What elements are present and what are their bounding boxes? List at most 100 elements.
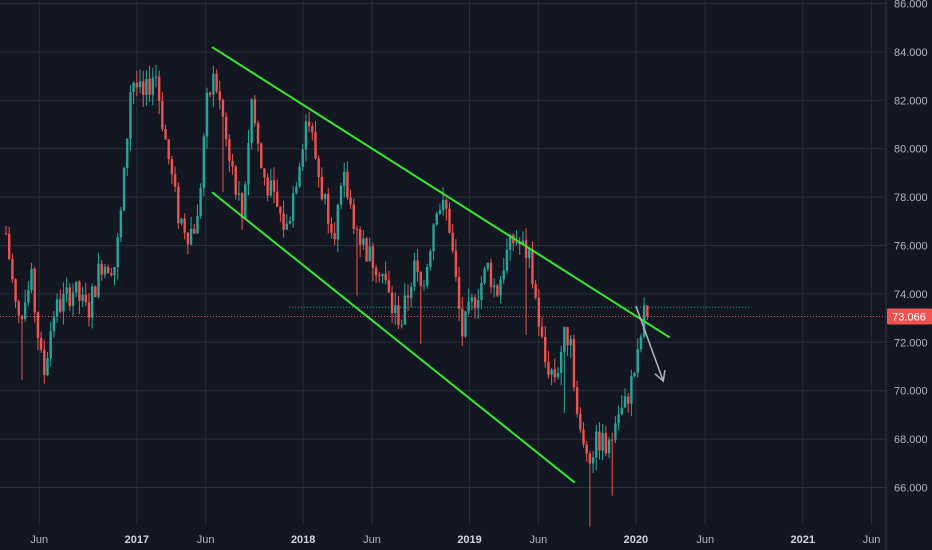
candle-body — [448, 208, 451, 233]
candle-body — [528, 249, 531, 259]
candle-body — [585, 444, 588, 454]
candle-body — [368, 246, 371, 262]
candle-body — [556, 373, 560, 378]
candle-body — [604, 433, 608, 454]
candle-body — [90, 286, 94, 318]
y-tick-label: 70.000 — [894, 386, 928, 398]
candle-body — [247, 143, 250, 185]
candle-body — [39, 337, 43, 350]
y-tick-label: 72.000 — [894, 337, 928, 349]
candle-body — [301, 149, 304, 167]
candle-body — [496, 285, 499, 296]
candle-body — [186, 232, 190, 245]
candle-body — [75, 281, 78, 293]
candle-body — [502, 270, 505, 280]
candle-body — [327, 194, 330, 224]
candle-body — [394, 305, 397, 314]
candle-body — [425, 266, 429, 286]
candle-body — [620, 407, 623, 415]
candle-body — [43, 349, 46, 375]
candle-body — [330, 223, 333, 233]
candle-body — [499, 279, 502, 296]
candle-body — [55, 299, 59, 317]
axes: 86.000 84.000 82.000 80.000 78.000 76.000 74.0… — [30, 0, 928, 550]
candle-body — [173, 174, 177, 187]
channel-line-upper[interactable] — [211, 46, 671, 339]
candle-body — [295, 186, 298, 194]
candle-body — [215, 73, 218, 92]
drawings[interactable] — [211, 46, 671, 484]
candle-body — [387, 280, 391, 293]
candle-body — [508, 234, 512, 250]
candle-body — [20, 315, 24, 320]
candle-body — [470, 297, 474, 302]
candle-body — [553, 369, 556, 378]
candle-body — [601, 433, 604, 451]
channel-line-lower[interactable] — [211, 191, 576, 484]
candle-body — [343, 171, 346, 186]
candle-body — [633, 372, 636, 377]
candle-body — [100, 263, 103, 275]
candle-body — [630, 376, 633, 404]
candle-body — [521, 240, 525, 245]
candle-body — [279, 206, 282, 214]
y-tick-label: 76.000 — [894, 241, 928, 253]
projection-arrow-head[interactable] — [654, 370, 666, 383]
candle-body — [451, 232, 454, 251]
y-tick-label: 74.000 — [894, 289, 928, 301]
candle-body — [639, 336, 643, 350]
candle-body — [311, 126, 314, 133]
candle-body — [591, 457, 595, 464]
candle-body — [196, 215, 199, 234]
projection-arrow[interactable] — [635, 305, 664, 382]
candle-body — [276, 191, 279, 207]
candle-body — [202, 136, 206, 188]
candle-body — [314, 132, 317, 159]
candle-body — [68, 287, 72, 307]
candle-body — [103, 266, 107, 275]
x-tick-label: 2021 — [791, 534, 815, 546]
x-tick-label: Jun — [530, 534, 548, 546]
candle-body — [492, 285, 496, 288]
candle-body — [534, 284, 537, 298]
candle-body — [62, 293, 65, 312]
candle-body — [285, 223, 288, 230]
candle-body — [317, 158, 320, 177]
candle-body — [113, 266, 116, 276]
candle-body — [384, 274, 387, 281]
candle-body — [524, 240, 528, 259]
candle-body — [371, 246, 375, 268]
candle-body — [14, 279, 17, 302]
candle-body — [170, 159, 174, 175]
candle-body — [304, 121, 308, 150]
candle-body — [646, 305, 649, 317]
candle-body — [540, 326, 544, 337]
candle-body — [473, 297, 477, 309]
candle-body — [135, 82, 139, 88]
candle-body — [269, 180, 273, 196]
candle-body — [566, 327, 569, 346]
candle-body — [588, 453, 592, 464]
candle-body — [381, 274, 384, 277]
candle-body — [129, 92, 132, 139]
candle-body — [27, 290, 30, 303]
x-tick-label: Jun — [30, 534, 48, 546]
candle-body — [218, 91, 221, 101]
candle-body — [145, 78, 148, 95]
candle-body — [36, 312, 40, 338]
candle-body — [445, 199, 448, 209]
candle-body — [237, 193, 241, 195]
candle-body — [339, 185, 343, 205]
candle-body — [457, 276, 461, 309]
x-tick-label: Jun — [197, 534, 215, 546]
candle-body — [410, 286, 413, 298]
candle-body — [234, 166, 237, 195]
candle-body — [193, 228, 196, 234]
candle-body — [575, 387, 579, 414]
candle-body — [378, 275, 381, 277]
candle-body — [400, 324, 403, 326]
candle-body — [240, 193, 244, 219]
candle-body — [154, 76, 158, 78]
